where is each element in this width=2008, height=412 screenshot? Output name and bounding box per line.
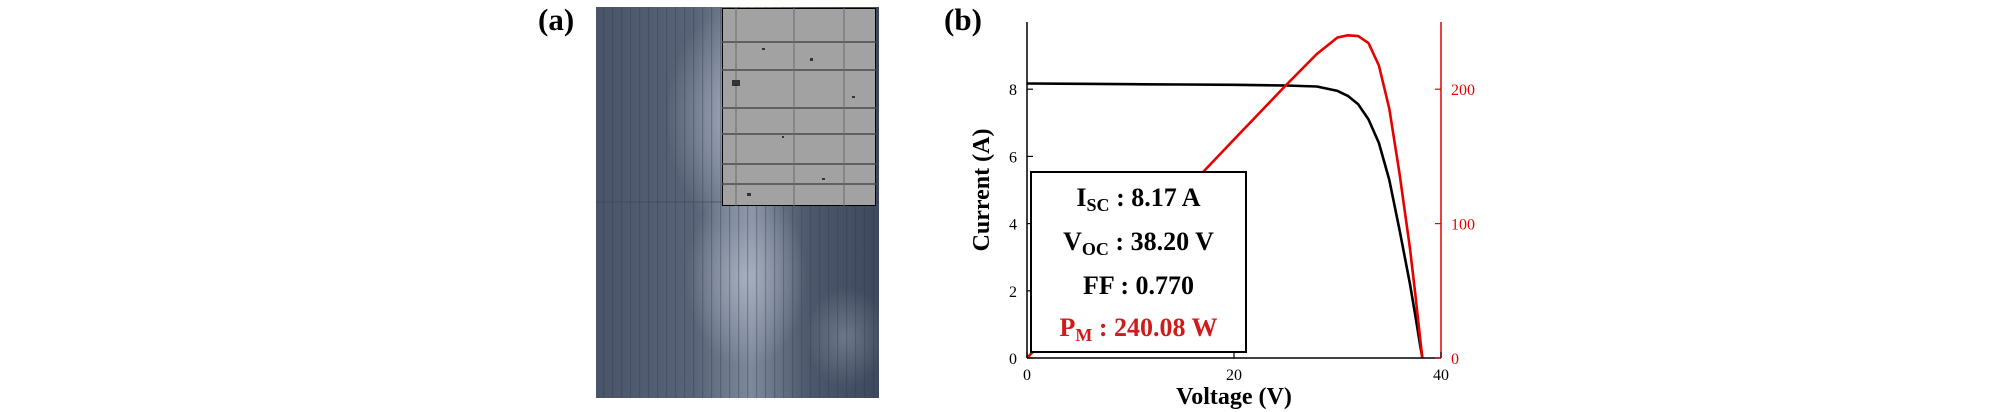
y-left-tick-label: 0 (1009, 351, 1017, 368)
y-right-tick-label: 200 (1451, 82, 1475, 99)
y-axis-left-label: Current (A) (969, 129, 995, 252)
parameters-box: ISC : 8.17 A VOC : 38.20 V FF : 0.770 PM… (1030, 171, 1247, 353)
x-axis-label: Voltage (V) (1176, 384, 1292, 410)
pm-value: : 240.08 W (1098, 313, 1218, 342)
y-left-tick-label: 6 (1009, 149, 1017, 166)
voc-annotation: VOC : 38.20 V (1032, 227, 1245, 264)
ff-annotation: FF : 0.770 (1083, 271, 1194, 300)
voc-symbol: V (1063, 227, 1082, 256)
current-series-line (1026, 82, 1424, 359)
voc-subscript: OC (1081, 239, 1109, 259)
x-tick-label: 20 (1226, 367, 1242, 384)
y-right-tick-label: 100 (1451, 217, 1475, 234)
y-left-tick-label: 2 (1009, 284, 1017, 301)
x-tick-label: 40 (1433, 367, 1449, 384)
panel-a-label: (a) (538, 2, 575, 37)
isc-value: : 8.17 A (1116, 183, 1201, 212)
pm-annotation: PM : 240.08 W (1032, 313, 1245, 350)
isc-subscript: SC (1086, 195, 1110, 215)
y-left-tick-label: 8 (1009, 82, 1017, 99)
y-right-tick-label: 0 (1451, 351, 1459, 368)
electroluminescence-inset (722, 8, 876, 206)
pm-symbol: P (1059, 313, 1076, 342)
voc-value: : 38.20 V (1115, 227, 1214, 256)
y-axis-right-label: Power (W) (1479, 135, 1480, 246)
y-left-tick-label: 4 (1009, 217, 1017, 234)
isc-symbol: I (1076, 183, 1087, 212)
pm-subscript: M (1075, 325, 1093, 345)
isc-annotation: ISC : 8.17 A (1032, 183, 1245, 220)
panel-b-label: (b) (944, 2, 982, 37)
x-tick-label: 0 (1023, 367, 1031, 384)
